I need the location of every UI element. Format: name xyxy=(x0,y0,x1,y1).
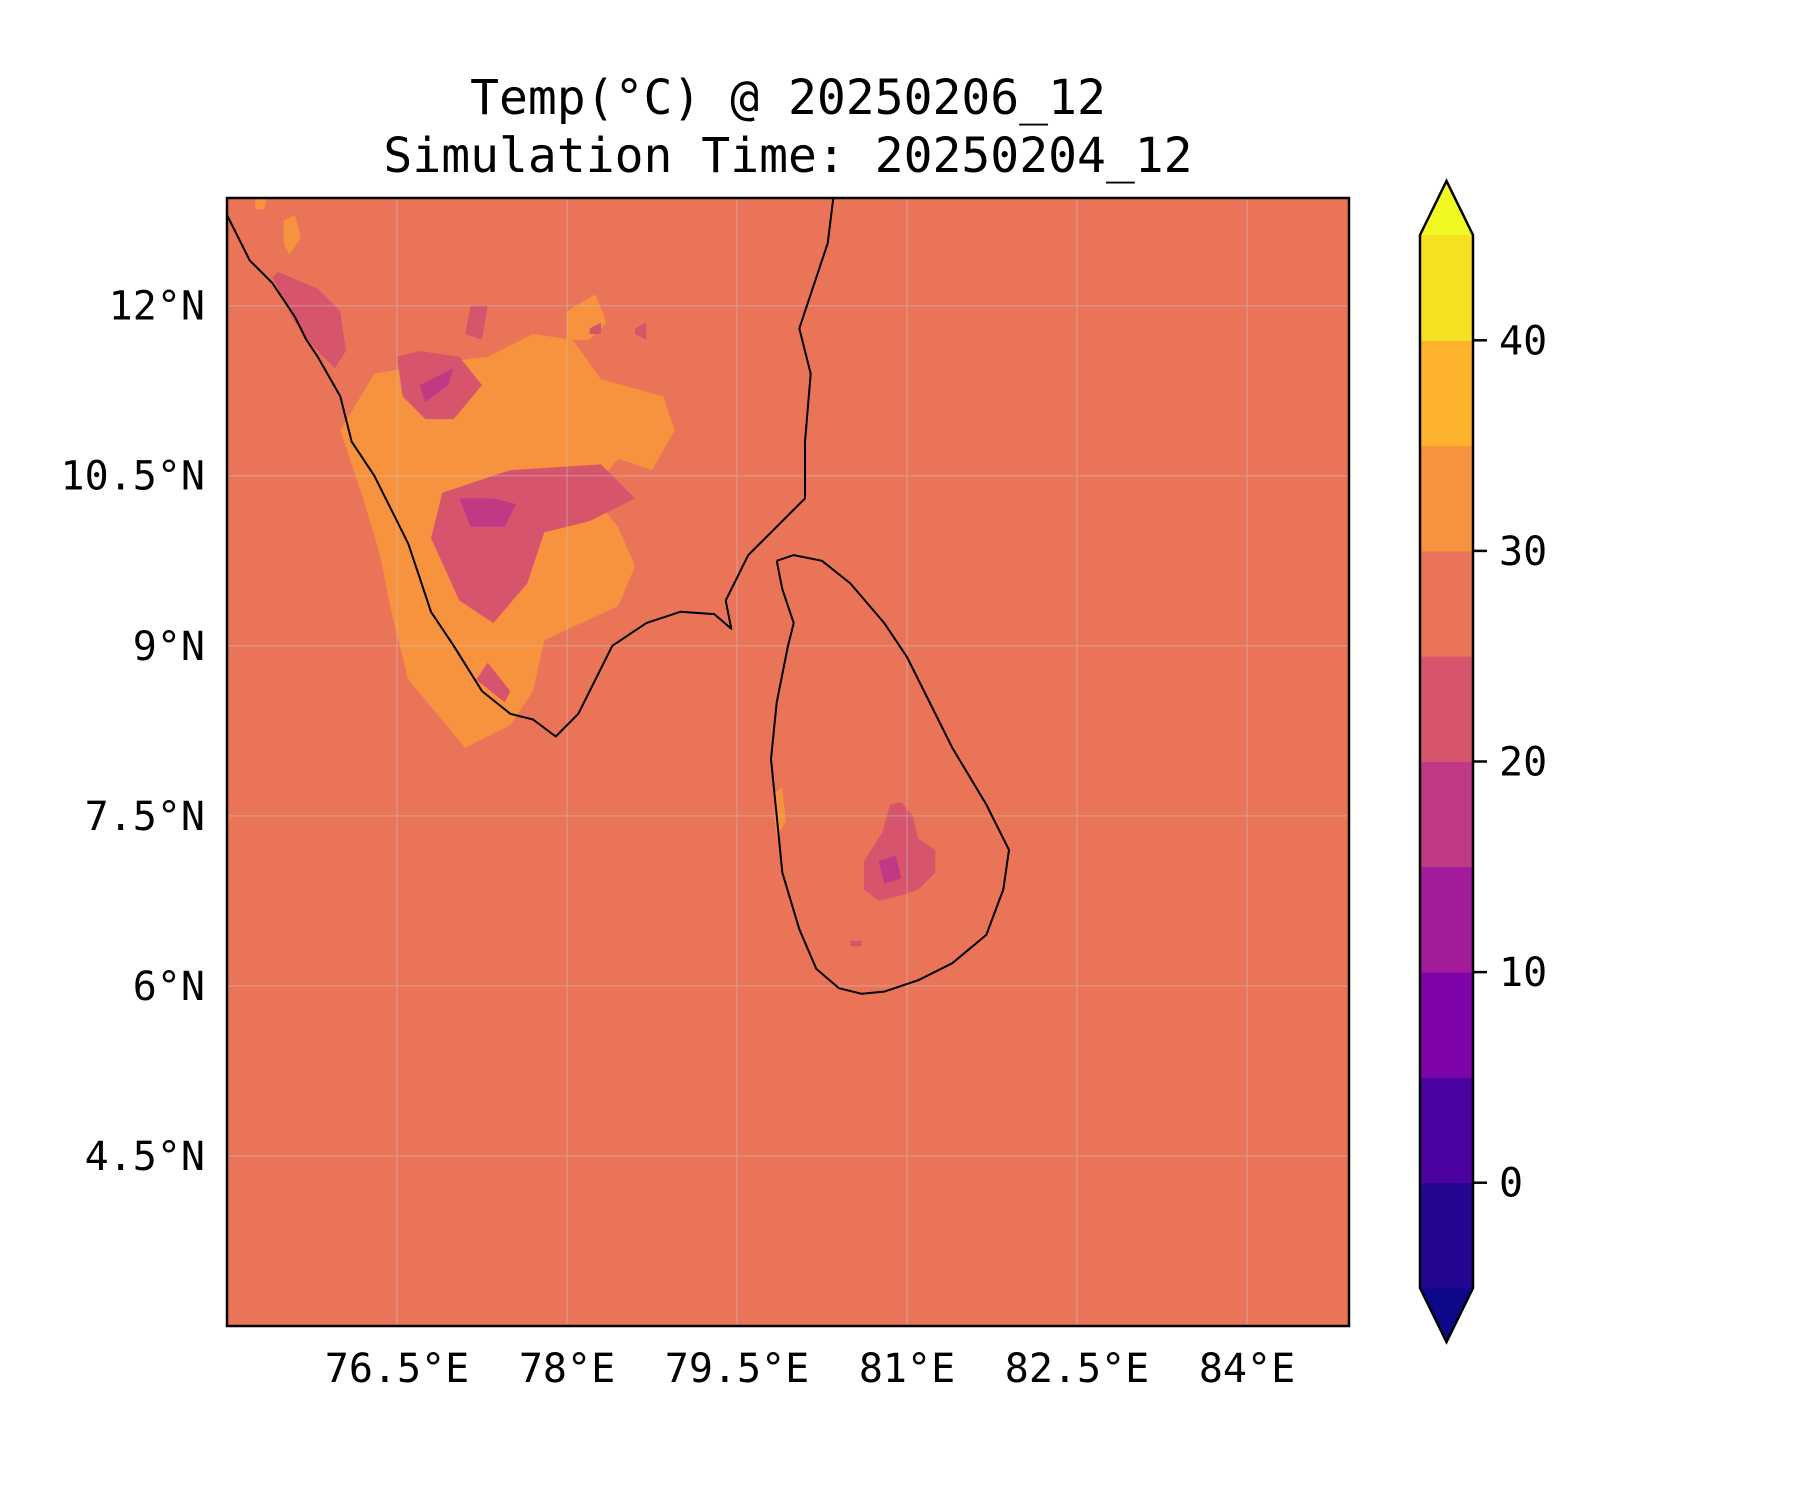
colorbar-over-extension xyxy=(1420,181,1473,235)
contour-region-30-35-3 xyxy=(255,198,267,210)
temperature-field-background xyxy=(227,198,1349,1326)
colorbar-tick-label-4: 40 xyxy=(1499,318,1547,364)
lon-tick-label-3: 81°E xyxy=(859,1346,955,1392)
lon-tick-label-2: 79.5°E xyxy=(665,1346,810,1392)
lat-tick-label-3: 7.5°N xyxy=(85,794,205,840)
colorbar-band-0 xyxy=(1420,1182,1473,1289)
coastline-1 xyxy=(770,554,1010,995)
contour-region-15-20-16 xyxy=(878,855,902,884)
contour-region-15-20-15 xyxy=(459,498,516,527)
contour-region-20-25-9 xyxy=(476,662,511,703)
colorbar-outline xyxy=(1418,178,1475,1345)
contour-region-20-25-10 xyxy=(589,322,601,334)
latitude-axis: 12°N 10.5°N 9°N 7.5°N 6°N 4.5°N xyxy=(61,284,206,1180)
lon-tick-label-1: 78°E xyxy=(519,1346,615,1392)
temperature-contours xyxy=(255,198,936,947)
colorbar-tick-label-2: 20 xyxy=(1499,740,1547,786)
lat-tick-label-0: 12°N xyxy=(109,284,205,330)
colorbar-band-5 xyxy=(1420,656,1473,762)
contour-region-20-25-11 xyxy=(635,322,647,340)
contour-region-20-25-8 xyxy=(465,305,488,340)
colorbar-band-2 xyxy=(1420,972,1473,1078)
lat-tick-label-5: 4.5°N xyxy=(85,1134,205,1180)
lon-tick-label-4: 82.5°E xyxy=(1005,1346,1150,1392)
contour-region-20-25-13 xyxy=(850,940,862,947)
colorbar-band-8 xyxy=(1420,340,1473,447)
colorbar-band-9 xyxy=(1420,235,1473,341)
lat-tick-label-1: 10.5°N xyxy=(61,454,206,500)
colorbar-band-3 xyxy=(1420,866,1473,973)
lat-tick-label-4: 6°N xyxy=(133,964,205,1010)
contour-region-20-25-12 xyxy=(863,802,936,901)
map-gridlines xyxy=(227,198,1349,1326)
colorbar-band-1 xyxy=(1420,1077,1473,1184)
colorbar-tick-label-1: 10 xyxy=(1499,950,1547,996)
lon-tick-label-5: 84°E xyxy=(1199,1346,1295,1392)
temperature-map xyxy=(225,196,1351,1328)
colorbar-band-7 xyxy=(1420,445,1473,552)
colorbar-under-extension xyxy=(1420,1288,1473,1342)
colorbar-band-6 xyxy=(1420,550,1473,657)
map-frame xyxy=(225,196,1351,1328)
coastlines xyxy=(227,198,1010,995)
contour-region-15-20-14 xyxy=(419,368,454,403)
colorbar-tick-label-0: 0 xyxy=(1499,1161,1523,1207)
colorbar-band-4 xyxy=(1420,761,1473,868)
colorbar-tick-label-3: 30 xyxy=(1499,529,1547,575)
lat-tick-label-2: 9°N xyxy=(133,624,205,670)
title-line-2: Simulation Time: 20250204_12 xyxy=(383,128,1192,184)
contour-region-30-35-2 xyxy=(283,215,301,255)
colorbar: 0 10 20 30 40 xyxy=(1418,178,1547,1345)
lon-tick-label-0: 76.5°E xyxy=(325,1346,470,1392)
longitude-axis: 76.5°E 78°E 79.5°E 81°E 82.5°E 84°E xyxy=(325,1346,1295,1392)
contour-region-20-25-7 xyxy=(272,271,346,369)
title-line-1: Temp(°C) @ 20250206_12 xyxy=(470,70,1106,126)
coastline-0 xyxy=(227,198,835,738)
